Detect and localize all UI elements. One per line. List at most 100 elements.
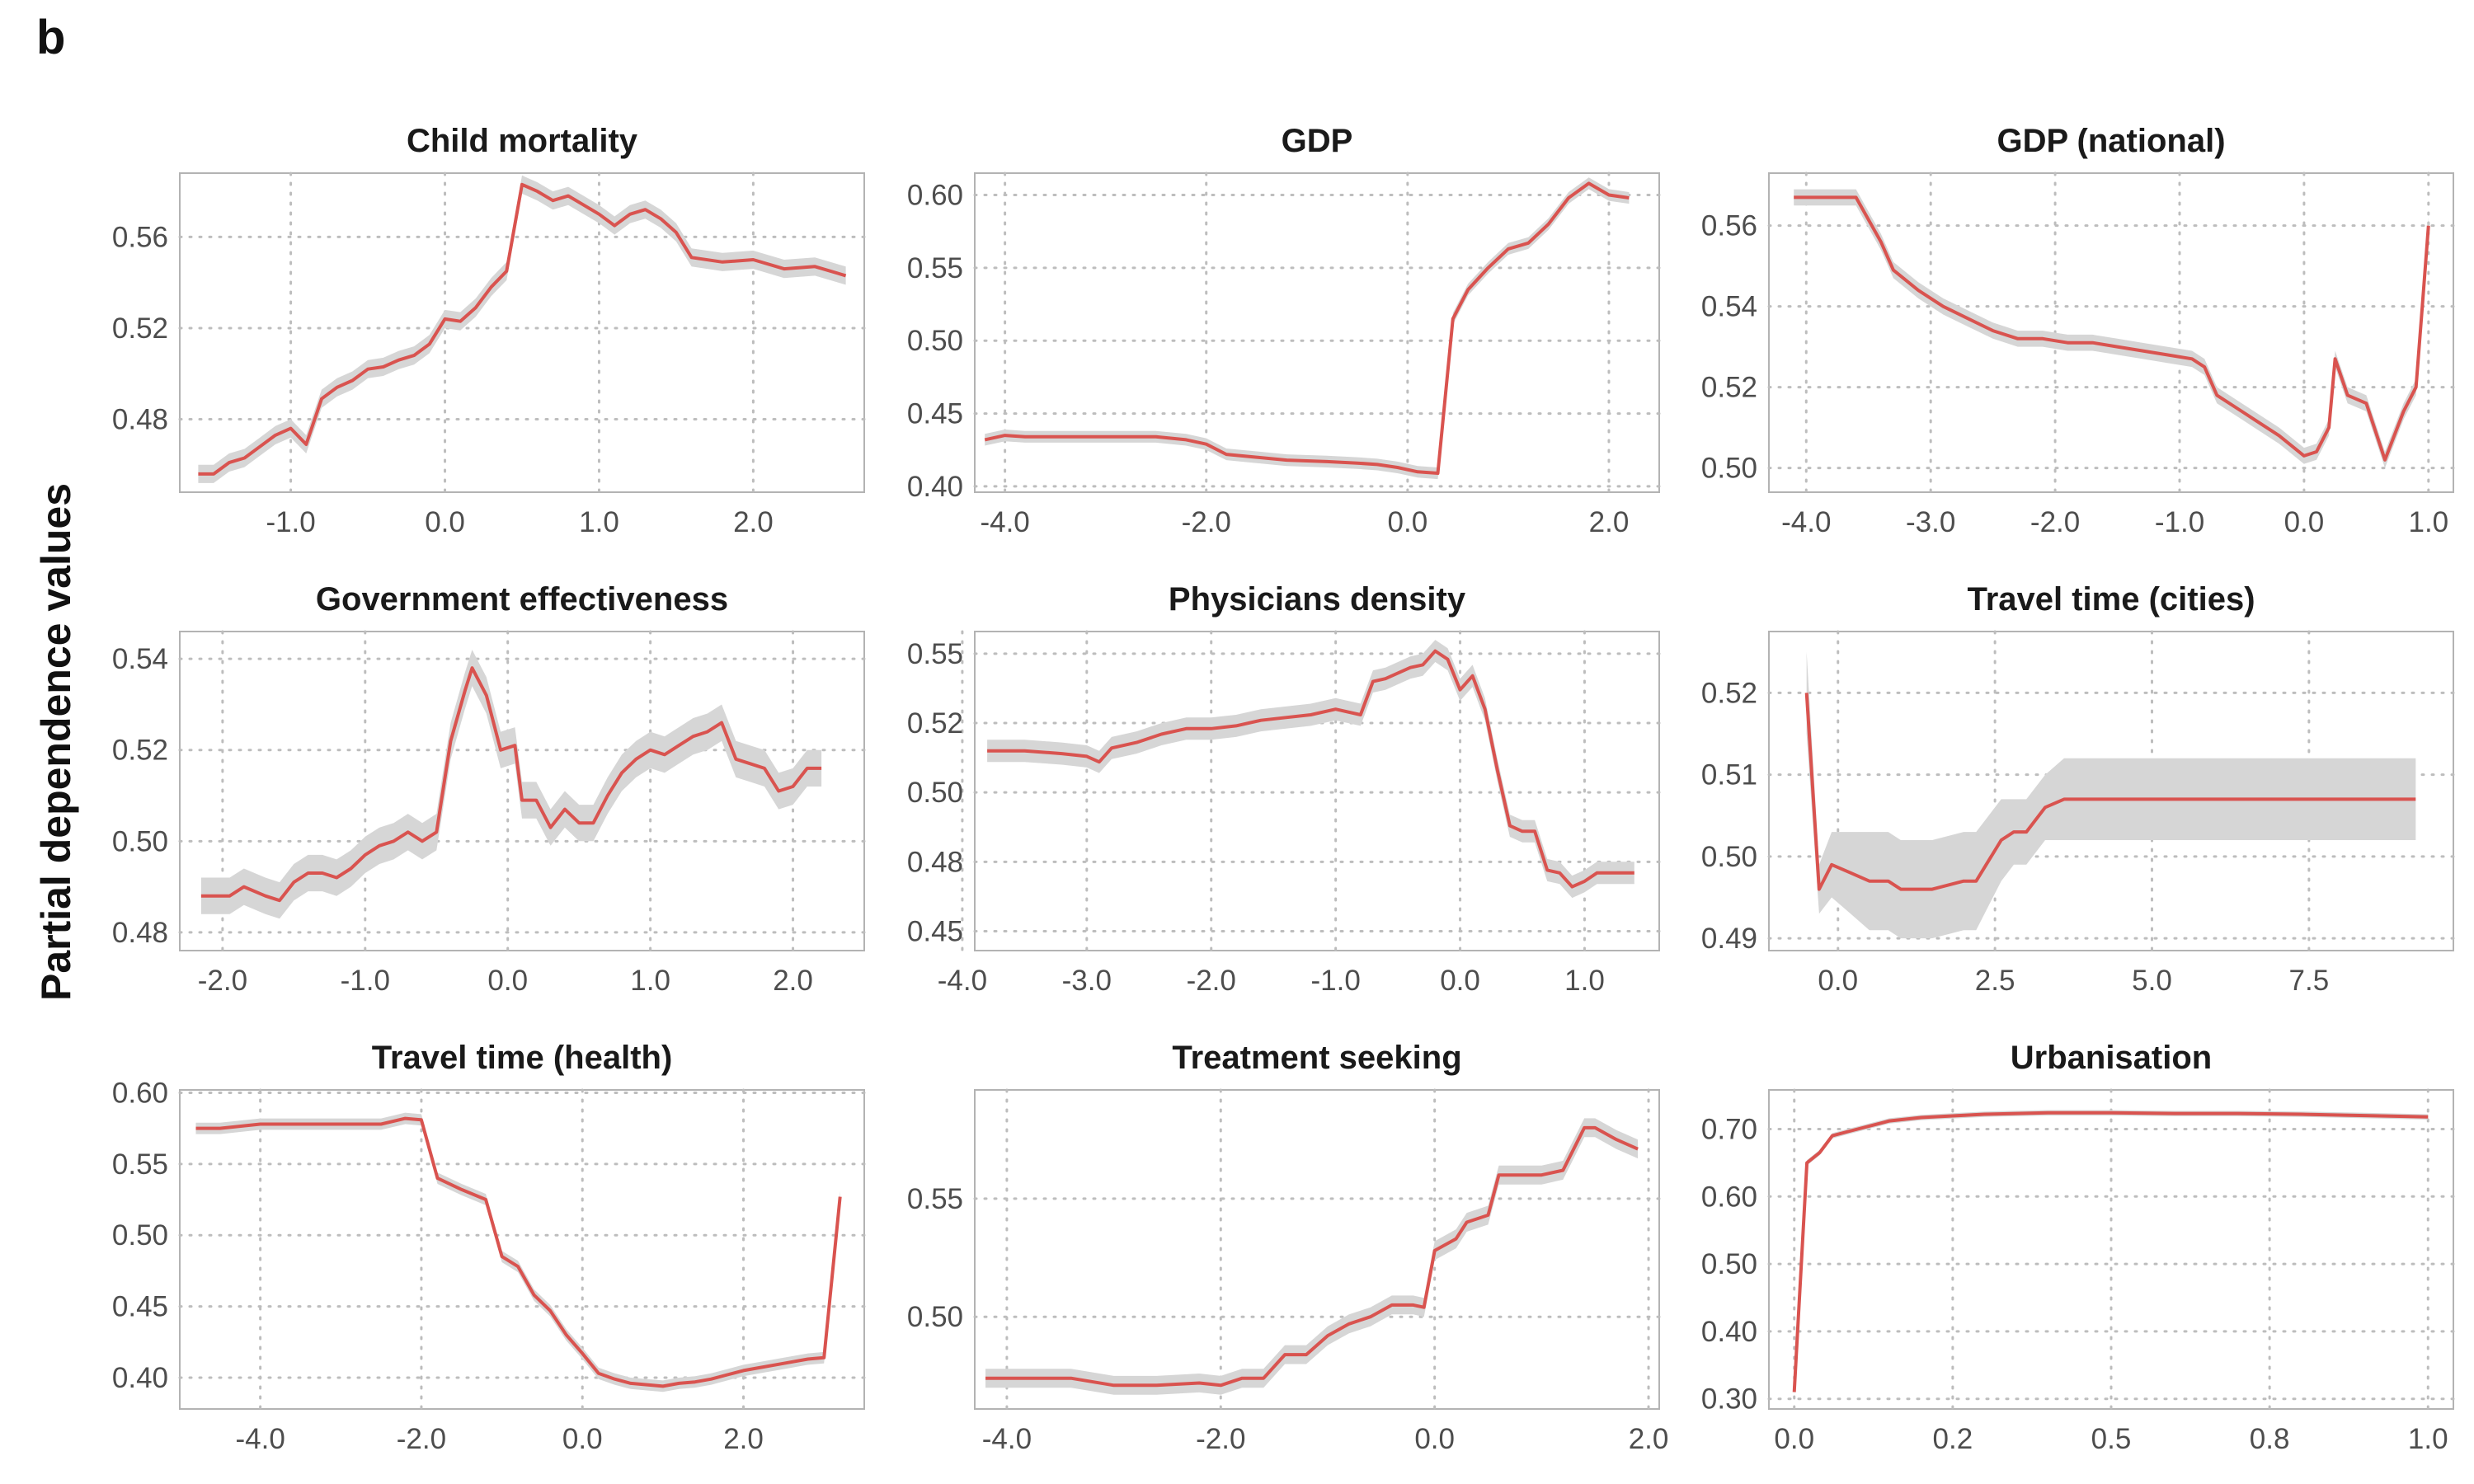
panel-gdp-frame <box>974 172 1660 493</box>
panel-travel-time-health-x-tick-label: 0.0 <box>562 1423 603 1455</box>
panel-physicians-density-x-tick-label: -1.0 <box>1310 965 1360 997</box>
panel-government-effectiveness-x-tick-label: -2.0 <box>198 965 247 997</box>
panel-travel-time-health-y-tick-label: 0.55 <box>112 1148 168 1181</box>
panel-physicians-density-y-tick-label: 0.48 <box>907 846 963 878</box>
panel-treatment-seeking-frame <box>974 1089 1660 1410</box>
panel-gdp-x-tick-label: -4.0 <box>980 506 1029 538</box>
panel-physicians-density-line <box>987 649 1634 889</box>
panel-travel-time-cities-frame <box>1768 631 2454 951</box>
panel-government-effectiveness-title: Government effectiveness <box>316 581 728 618</box>
panel-travel-time-health: -4.0 -2.0 0.0 2.0 0.40 0.45 0.50 0.55 0.60 Travel… <box>112 1040 866 1455</box>
panel-gdp-national-y-tick-label: 0.54 <box>1701 291 1757 323</box>
panel-physicians-density-x-tick-label: 1.0 <box>1564 965 1605 997</box>
panel-travel-time-cities: 0.0 2.5 5.0 7.5 0.49 0.50 0.51 0.52 Travel time … <box>1701 581 2455 997</box>
panel-travel-time-health-title: Travel time (health) <box>372 1040 673 1076</box>
panel-child-mortality-title: Child mortality <box>407 123 638 159</box>
panel-label: b <box>36 11 66 64</box>
panel-child-mortality-x-tick-label: 1.0 <box>579 506 619 538</box>
panel-urbanisation-confidence-band <box>1794 1110 2429 1395</box>
panel-child-mortality-frame <box>179 172 865 493</box>
panel-travel-time-health-x-tick-label: 2.0 <box>723 1423 764 1455</box>
panel-travel-time-health-y-tick-label: 0.45 <box>112 1291 168 1323</box>
panel-child-mortality-line <box>198 182 847 476</box>
panel-travel-time-health-line <box>195 1116 842 1388</box>
panel-child-mortality-x-tick-label: 2.0 <box>733 506 774 538</box>
panel-travel-time-health-y-tick-label: 0.50 <box>112 1219 168 1252</box>
panel-urbanisation-title: Urbanisation <box>2011 1040 2212 1076</box>
panel-gdp-title: GDP <box>1282 123 1353 159</box>
panel-travel-time-cities-y-tick-label: 0.52 <box>1701 677 1757 709</box>
panel-government-effectiveness-x-tick-label: 1.0 <box>630 965 670 997</box>
panel-gdp-confidence-band <box>985 177 1630 480</box>
panel-gdp-x-tick-label: 2.0 <box>1589 506 1630 538</box>
panel-urbanisation-y-tick-label: 0.60 <box>1701 1181 1757 1213</box>
panel-gdp-y-tick-label: 0.45 <box>907 398 963 430</box>
panel-government-effectiveness-x-tick-label: 2.0 <box>773 965 813 997</box>
panel-gdp-y-tick-label: 0.60 <box>907 180 963 212</box>
panel-government-effectiveness-y-tick-label: 0.52 <box>112 735 168 767</box>
panel-travel-time-health-x-tick-label: -2.0 <box>397 1423 446 1455</box>
panel-government-effectiveness-x-tick-label: -1.0 <box>341 965 390 997</box>
panel-gdp-national-line <box>1794 195 2430 462</box>
panel-government-effectiveness-y-tick-label: 0.54 <box>112 643 168 675</box>
panel-physicians-density-y-tick-label: 0.55 <box>907 638 963 670</box>
panel-gdp-national-title: GDP (national) <box>1997 123 2225 159</box>
panel-treatment-seeking-y-tick-label: 0.50 <box>907 1301 963 1333</box>
panel-child-mortality-x-tick-label: 0.0 <box>425 506 465 538</box>
panel-treatment-seeking-confidence-band <box>985 1118 1639 1395</box>
panel-child-mortality: -1.0 0.0 1.0 2.0 0.48 0.52 0.56 Child mortality <box>112 123 866 538</box>
panel-gdp-national-y-tick-label: 0.52 <box>1701 372 1757 404</box>
panel-travel-time-cities-title: Travel time (cities) <box>1967 581 2255 618</box>
panel-travel-time-cities-x-tick-label: 5.0 <box>2132 965 2172 997</box>
panel-travel-time-health-x-tick-label: -4.0 <box>235 1423 285 1455</box>
panel-physicians-density-x-tick-label: 0.0 <box>1440 965 1480 997</box>
panel-gdp-y-tick-label: 0.50 <box>907 325 963 357</box>
panel-travel-time-cities-y-tick-label: 0.51 <box>1701 759 1757 791</box>
panel-urbanisation-x-tick-label: 0.2 <box>1933 1423 1973 1455</box>
panel-urbanisation-y-tick-label: 0.50 <box>1701 1248 1757 1280</box>
panel-travel-time-cities-x-tick-label: 2.5 <box>1975 965 2015 997</box>
panel-treatment-seeking-line <box>985 1125 1639 1388</box>
panel-travel-time-cities-y-tick-label: 0.49 <box>1701 923 1757 955</box>
panel-treatment-seeking-title: Treatment seeking <box>1172 1040 1461 1076</box>
panel-government-effectiveness-y-tick-label: 0.50 <box>112 825 168 857</box>
panel-gdp-national-x-tick-label: -4.0 <box>1781 506 1831 538</box>
panel-government-effectiveness-confidence-band <box>200 650 822 919</box>
panel-physicians-density-frame <box>974 631 1660 951</box>
panel-gdp-national-confidence-band <box>1794 189 2429 468</box>
panel-physicians-density-y-tick-label: 0.45 <box>907 915 963 947</box>
panel-treatment-seeking-x-tick-label: -2.0 <box>1196 1423 1245 1455</box>
panel-gdp-national-x-tick-label: -3.0 <box>1906 506 1955 538</box>
panel-gdp-national-x-tick-label: 1.0 <box>2408 506 2448 538</box>
panel-physicians-density-x-tick-label: -4.0 <box>938 965 987 997</box>
panel-gdp-national-x-tick-label: 0.0 <box>2284 506 2325 538</box>
panel-physicians-density-x-tick-label: -3.0 <box>1062 965 1112 997</box>
panel-travel-time-health-y-tick-label: 0.60 <box>112 1077 168 1109</box>
panel-treatment-seeking-y-tick-label: 0.55 <box>907 1183 963 1215</box>
panel-urbanisation-y-tick-label: 0.30 <box>1701 1383 1757 1416</box>
panel-gdp-x-tick-label: 0.0 <box>1388 506 1428 538</box>
panel-urbanisation-y-tick-label: 0.70 <box>1701 1113 1757 1145</box>
panel-urbanisation: 0.0 0.2 0.5 0.8 1.0 0.30 0.40 0.50 0.60 0.70 Urban… <box>1701 1040 2455 1455</box>
panel-treatment-seeking: -4.0 -2.0 0.0 2.0 0.50 0.55 Treatment seeking <box>907 1040 1668 1455</box>
panel-gdp-national-x-tick-label: -1.0 <box>2155 506 2204 538</box>
panel-physicians-density: -4.0 -3.0 -2.0 -1.0 0.0 1.0 0.45 0.48 0.50 0.52 0.… <box>907 581 1661 997</box>
panel-treatment-seeking-x-tick-label: 2.0 <box>1629 1423 1669 1455</box>
panel-treatment-seeking-x-tick-label: 0.0 <box>1414 1423 1455 1455</box>
panel-urbanisation-line <box>1792 1111 2429 1392</box>
panel-gdp-y-tick-label: 0.55 <box>907 252 963 284</box>
panel-urbanisation-x-tick-label: 0.5 <box>2091 1423 2132 1455</box>
panel-government-effectiveness-x-tick-label: 0.0 <box>487 965 528 997</box>
panel-travel-time-health-frame <box>179 1089 865 1410</box>
panel-child-mortality-y-tick-label: 0.52 <box>112 312 168 345</box>
panel-government-effectiveness: -2.0 -1.0 0.0 1.0 2.0 0.48 0.50 0.52 0.54 Governm… <box>112 581 866 997</box>
panel-gdp-national-y-tick-label: 0.50 <box>1701 453 1757 485</box>
panel-urbanisation-x-tick-label: 0.0 <box>1774 1423 1814 1455</box>
panel-travel-time-cities-x-tick-label: 7.5 <box>2289 965 2330 997</box>
panel-child-mortality-confidence-band <box>198 175 846 483</box>
panel-government-effectiveness-y-tick-label: 0.48 <box>112 917 168 949</box>
panel-physicians-density-confidence-band <box>987 640 1634 899</box>
panel-travel-time-cities-line <box>1804 693 2416 891</box>
panel-urbanisation-y-tick-label: 0.40 <box>1701 1316 1757 1348</box>
